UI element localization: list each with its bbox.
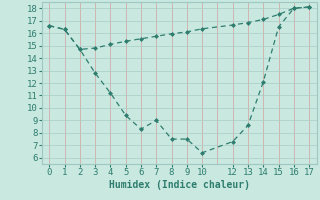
X-axis label: Humidex (Indice chaleur): Humidex (Indice chaleur): [109, 180, 250, 190]
